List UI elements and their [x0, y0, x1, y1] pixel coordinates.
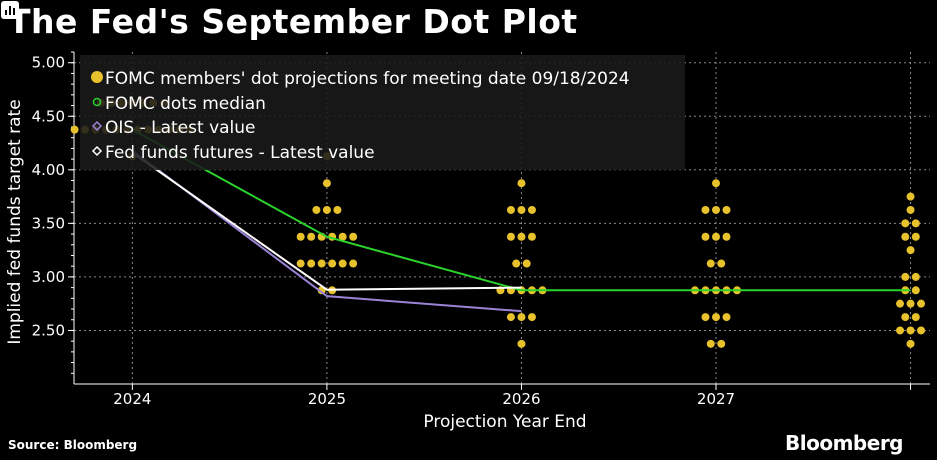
- fomc-dot: [717, 259, 726, 268]
- x-tick-label: 2027: [697, 390, 735, 408]
- legend-label: FOMC members' dot projections for meetin…: [105, 69, 630, 89]
- fomc-dot: [712, 313, 720, 322]
- fomc-dot: [527, 313, 536, 322]
- fomc-dot: [312, 205, 321, 214]
- fomc-dot: [506, 232, 515, 241]
- legend-median-marker: [92, 97, 102, 107]
- legend-label: Fed funds futures - Latest value: [105, 143, 375, 163]
- y-tick-label: 4.50: [32, 107, 65, 125]
- fomc-dot: [906, 326, 915, 335]
- source-note: Source: Bloomberg: [8, 438, 138, 452]
- series-line: [131, 151, 522, 291]
- fomc-dot: [506, 313, 515, 322]
- fomc-dot: [896, 299, 905, 308]
- fomc-dot: [506, 205, 515, 214]
- fomc-dot: [307, 259, 316, 268]
- fomc-dot: [522, 259, 531, 268]
- fomc-dot: [911, 232, 920, 241]
- fomc-dot: [906, 246, 915, 255]
- fomc-dot: [527, 205, 536, 214]
- legend-label: FOMC dots median: [105, 94, 266, 114]
- y-tick-label: 3.00: [32, 268, 65, 286]
- series-lines: [131, 128, 911, 313]
- y-tick-label: 2.50: [32, 321, 65, 339]
- fomc-dot: [906, 192, 915, 201]
- fomc-dot: [911, 286, 920, 295]
- fomc-dot: [517, 339, 526, 348]
- fomc-dot: [701, 205, 710, 214]
- fomc-dot: [70, 125, 79, 134]
- fomc-dot: [349, 232, 358, 241]
- y-tick-label: 4.00: [32, 161, 65, 179]
- x-tick-label: 2026: [502, 390, 540, 408]
- fomc-dot: [338, 232, 347, 241]
- fomc-dot: [911, 219, 920, 228]
- series-line: [131, 128, 911, 292]
- fomc-dot: [706, 339, 715, 348]
- fomc-dot: [701, 232, 710, 241]
- fomc-dot: [901, 313, 910, 322]
- fomc-dot: [722, 313, 731, 322]
- fomc-dot: [712, 205, 720, 214]
- bloomberg-terminal-icon: [1, 1, 19, 19]
- fomc-dot: [296, 259, 305, 268]
- fomc-dot: [317, 259, 326, 268]
- fomc-dot: [322, 205, 331, 214]
- fomc-dot: [296, 232, 305, 241]
- fomc-dot: [527, 232, 536, 241]
- fomc-dot: [706, 259, 715, 268]
- fomc-dot: [712, 179, 720, 188]
- fomc-dot: [322, 179, 331, 188]
- y-tick-label: 3.50: [32, 214, 65, 232]
- fomc-dot: [896, 326, 905, 335]
- y-tick-label: 5.00: [32, 54, 65, 72]
- fomc-dot: [901, 219, 910, 228]
- x-tick-label: 2025: [308, 390, 346, 408]
- fomc-dot: [722, 232, 731, 241]
- fomc-dot: [911, 272, 920, 281]
- fomc-dot: [901, 272, 910, 281]
- legend-label: OIS - Latest value: [105, 118, 256, 138]
- legend-dot-marker: [91, 71, 103, 83]
- fomc-dot: [906, 205, 915, 214]
- fomc-dot: [512, 259, 521, 268]
- fomc-dot: [517, 232, 526, 241]
- fomc-dot: [722, 205, 731, 214]
- fomc-dot: [701, 313, 710, 322]
- bloomberg-logo: Bloomberg: [785, 431, 903, 455]
- axes: 5.00 4.50 4.00 3.50 3.00 2.50 2024 2025 2026 2027: [32, 51, 930, 408]
- legend: FOMC members' dot projections for meetin…: [80, 55, 685, 170]
- fomc-dot: [338, 259, 347, 268]
- x-tick-label: 2024: [113, 390, 151, 408]
- fomc-dot: [328, 259, 337, 268]
- fomc-dot: [517, 179, 526, 188]
- fomc-dot: [906, 339, 915, 348]
- fomc-dot: [901, 232, 910, 241]
- fomc-dot: [307, 232, 316, 241]
- x-axis-label: Projection Year End: [423, 412, 586, 432]
- fomc-dot: [712, 232, 720, 241]
- fomc-dot: [517, 205, 526, 214]
- legend-diamond-marker: [91, 145, 103, 157]
- legend-box: [80, 55, 685, 170]
- fomc-dot: [917, 326, 926, 335]
- fomc-dot: [906, 299, 915, 308]
- fomc-dot: [917, 299, 926, 308]
- fomc-dot: [517, 313, 526, 322]
- fomc-dot: [333, 205, 342, 214]
- fomc-dot: [349, 259, 358, 268]
- fomc-dot: [911, 313, 920, 322]
- y-axis-label: Implied fed funds target rate: [5, 99, 25, 344]
- legend-diamond-marker: [91, 120, 103, 132]
- chart-title: The Fed's September Dot Plot: [8, 2, 578, 41]
- fomc-dot: [717, 339, 726, 348]
